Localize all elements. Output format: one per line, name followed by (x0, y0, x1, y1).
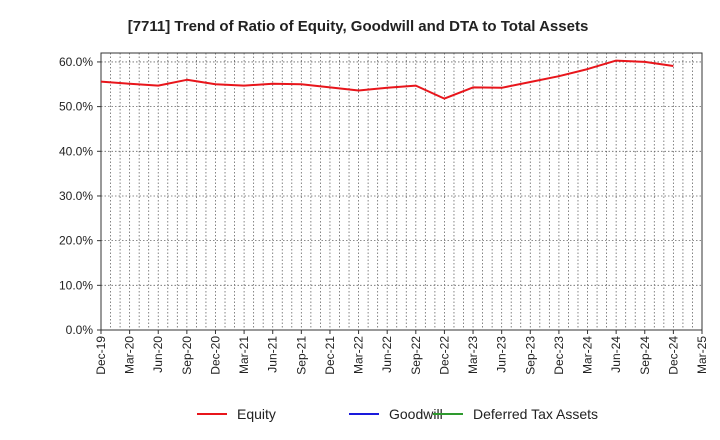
legend-label: Goodwill (389, 406, 443, 422)
x-tick-label: Jun-20 (151, 336, 165, 373)
x-tick-label: Jun-23 (495, 336, 509, 373)
legend-label: Equity (237, 406, 276, 422)
x-tick-label: Sep-21 (294, 336, 308, 375)
legend-label: Deferred Tax Assets (473, 406, 598, 422)
x-tick-label: Sep-20 (180, 336, 194, 375)
x-tick-label: Mar-21 (237, 336, 251, 374)
x-tick-label: Dec-23 (552, 336, 566, 375)
x-tick-label: Sep-23 (523, 336, 537, 375)
x-tick-label: Jun-22 (380, 336, 394, 373)
chart-title: [7711] Trend of Ratio of Equity, Goodwil… (128, 18, 589, 35)
series-line-equity (100, 59, 674, 100)
x-axis: Dec-19 Mar-20 Jun-20 Sep-20 Dec-20 Mar-21 Jun-… (94, 330, 709, 375)
x-tick-label: Mar-20 (123, 336, 137, 374)
y-tick-label: 20.0% (59, 234, 93, 248)
y-tick-label: 30.0% (59, 189, 93, 203)
y-tick-label: 60.0% (59, 55, 93, 69)
y-tick-label: 0.0% (66, 323, 94, 337)
x-tick-label: Sep-24 (638, 336, 652, 375)
x-tick-label: Dec-20 (208, 336, 222, 375)
grid (100, 53, 703, 331)
x-tick-label: Mar-23 (466, 336, 480, 374)
x-tick-label: Dec-19 (94, 336, 108, 375)
y-axis: 0.0% 10.0% 20.0% 30.0% 40.0% 50.0% 60.0% (59, 55, 101, 337)
x-tick-label: Dec-22 (437, 336, 451, 375)
x-tick-label: Mar-22 (352, 336, 366, 374)
y-tick-label: 50.0% (59, 100, 93, 114)
x-tick-label: Mar-24 (581, 336, 595, 374)
y-tick-label: 40.0% (59, 144, 93, 158)
y-tick-label: 10.0% (59, 278, 93, 292)
series (100, 59, 674, 100)
x-tick-label: Dec-21 (323, 336, 337, 375)
x-tick-label: Jun-21 (266, 336, 280, 373)
x-tick-label: Sep-22 (409, 336, 423, 375)
x-tick-label: Mar-25 (695, 336, 709, 374)
legend: Equity Goodwill Deferred Tax Assets (197, 406, 598, 422)
plot-area (100, 52, 703, 331)
x-tick-label: Jun-24 (609, 336, 623, 373)
x-tick-label: Dec-24 (666, 336, 680, 375)
